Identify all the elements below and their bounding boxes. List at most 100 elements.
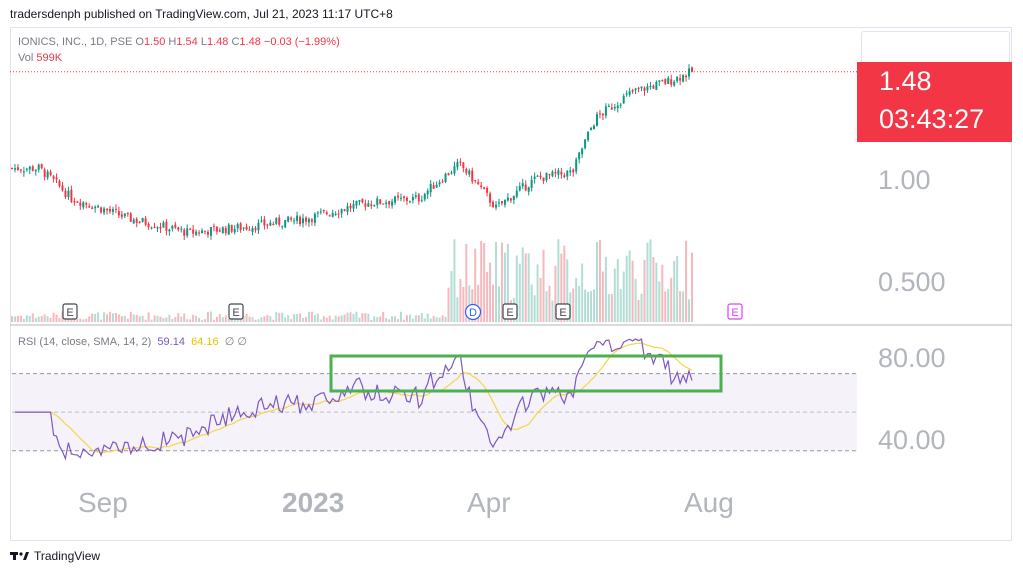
candle-body	[206, 231, 209, 235]
volume-bar	[215, 316, 218, 322]
volume-bar	[682, 291, 685, 322]
candle-body	[120, 214, 123, 217]
volume-bar	[414, 315, 417, 322]
rsi-sma-value: 64.16	[191, 336, 219, 348]
volume-bar	[634, 278, 637, 322]
volume-bar	[595, 241, 598, 322]
candle-body	[186, 228, 189, 236]
candle-body	[263, 219, 266, 226]
volume-bar	[201, 319, 204, 322]
candle-body	[52, 176, 55, 179]
volume-bar	[278, 312, 281, 322]
candle-body	[394, 196, 397, 203]
candle-body	[539, 175, 542, 178]
volume-bar	[474, 248, 477, 322]
volume-bar	[159, 316, 162, 322]
event-marker-earnings[interactable]: E	[502, 303, 518, 320]
candle-body	[307, 218, 310, 223]
candle-body	[135, 218, 138, 223]
y-label-0-5: 0.500	[878, 267, 946, 297]
volume-bar	[284, 317, 287, 322]
candle-body	[527, 187, 530, 192]
volume-bar	[670, 277, 673, 322]
event-marker-earnings-upcoming[interactable]: E	[727, 303, 743, 320]
volume-bar	[126, 318, 129, 322]
candle-body	[361, 198, 364, 203]
volume-bar	[607, 294, 610, 322]
volume-bar	[34, 317, 37, 322]
volume-bar	[82, 319, 85, 322]
earnings-marker-label: E	[559, 307, 566, 319]
candle-body	[334, 213, 337, 215]
candle-body	[637, 87, 640, 89]
rsi-label: RSI (14, close, SMA, 14, 2)	[18, 336, 152, 348]
volume-bar	[530, 284, 533, 322]
event-marker-earnings[interactable]: E	[62, 303, 78, 320]
candle-body	[682, 74, 685, 82]
volume-bar	[679, 291, 682, 322]
volume-bar	[489, 262, 492, 322]
price-pane	[10, 64, 857, 322]
volume-bar	[49, 317, 52, 322]
candle-body	[673, 81, 676, 86]
candle-body	[299, 216, 302, 225]
volume-bar	[11, 316, 13, 322]
candle-body	[379, 199, 382, 204]
volume-bar	[141, 315, 144, 322]
candle-body	[420, 199, 423, 201]
rsi-line	[15, 338, 693, 461]
candle-body	[670, 79, 673, 85]
volume-bar	[503, 252, 506, 322]
volume-bar	[13, 316, 16, 322]
x-label-sep: Sep	[78, 487, 128, 518]
chart-frame	[10, 27, 1012, 541]
candle-body	[376, 198, 379, 206]
candle-body	[177, 227, 180, 230]
candle-body	[76, 201, 79, 203]
candle-body	[328, 215, 331, 217]
candle-body	[55, 177, 58, 180]
volume-bar	[177, 312, 180, 322]
candle-body	[58, 180, 61, 187]
footer[interactable]: TradingView	[10, 549, 100, 563]
main-legend: IONICS, INC., 1D, PSE O1.50 H1.54 L1.48 …	[18, 36, 340, 48]
event-marker-dividend[interactable]: D	[464, 303, 482, 321]
candle-body	[310, 219, 313, 222]
volume-bar	[296, 313, 299, 322]
volume-bar	[334, 315, 337, 322]
volume-bar	[619, 288, 622, 322]
volume-bar	[183, 313, 186, 322]
change-value: −0.03 (−1.99%)	[263, 36, 340, 48]
volume-bar	[331, 319, 334, 322]
candle-body	[209, 227, 212, 236]
candle-body	[411, 196, 414, 201]
volume-bar	[224, 315, 227, 322]
candle-body	[587, 131, 590, 141]
volume-bar	[248, 316, 251, 322]
volume-bar	[180, 316, 183, 322]
event-marker-earnings[interactable]: E	[555, 303, 571, 320]
volume-bar	[399, 311, 402, 322]
candle-body	[643, 87, 646, 91]
candle-body	[61, 185, 64, 191]
candle-body	[343, 209, 346, 211]
candle-body	[399, 197, 402, 199]
volume-bar	[572, 288, 575, 322]
candle-body	[349, 205, 352, 209]
volume-bar	[557, 239, 560, 322]
event-marker-earnings[interactable]: E	[228, 303, 244, 320]
volume-bar	[209, 311, 212, 322]
rsi-label-40: 40.00	[878, 425, 946, 455]
earnings-marker-label: E	[506, 307, 513, 319]
candle-body	[453, 166, 456, 174]
dividend-marker-label: D	[469, 307, 477, 319]
volume-bar	[411, 318, 414, 322]
volume-bar	[337, 316, 340, 322]
volume-bar	[186, 319, 189, 322]
candle-body	[566, 171, 569, 177]
volume-bar	[382, 311, 385, 322]
volume-bar	[495, 242, 498, 322]
candle-body	[64, 190, 67, 197]
